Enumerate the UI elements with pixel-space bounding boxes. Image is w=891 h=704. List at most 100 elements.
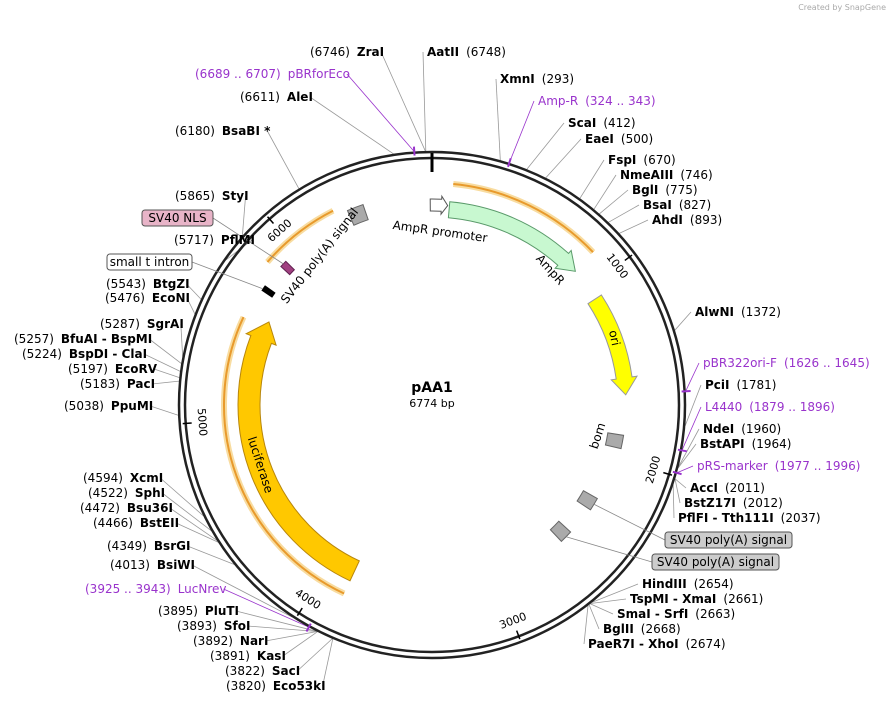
label-name: HindIII <box>642 577 687 591</box>
site-label: (4466) BstEII <box>93 516 179 530</box>
label-position: (6689 .. 6707) <box>195 67 281 81</box>
leader-line <box>685 362 700 392</box>
leader-line <box>677 428 700 468</box>
site-label: EaeI (500) <box>585 132 653 146</box>
site-label: PciI (1781) <box>705 378 776 392</box>
feature-tag-label: SV40 poly(A) signal <box>657 555 774 569</box>
leader-line <box>161 492 212 532</box>
label-position: (746) <box>680 168 712 182</box>
label-position: (3822) <box>225 664 265 678</box>
leader-line <box>186 283 202 300</box>
leader-line <box>175 522 219 543</box>
leader-line <box>590 598 627 604</box>
scale-tick <box>182 422 192 425</box>
site-label: ScaI (412) <box>568 116 636 130</box>
primer-mark <box>507 157 512 168</box>
label-name: SgrAI <box>147 317 184 331</box>
label-name: ZraI <box>357 45 384 59</box>
label-position: (4522) <box>88 486 128 500</box>
label-position: (1964) <box>752 437 792 451</box>
label-position: (2661) <box>723 592 763 606</box>
primer-label: pBR322ori-F (1626 .. 1645) <box>703 356 870 370</box>
leader-line <box>672 484 675 519</box>
label-position: (3820) <box>226 679 266 693</box>
site-label: NdeI (1960) <box>703 422 781 436</box>
label-position: (827) <box>679 198 711 212</box>
label-position: (5038) <box>64 399 104 413</box>
scale-label: 1000 <box>604 251 631 281</box>
leader-line <box>180 323 184 357</box>
label-position: (3895) <box>158 604 198 618</box>
label-position: (3925 .. 3943) <box>85 582 171 596</box>
site-label: (5197) EcoRV <box>68 362 158 376</box>
leader-line <box>681 406 702 451</box>
credit: Created by SnapGene <box>798 3 886 12</box>
site-label: (3895) PluTI <box>158 604 239 618</box>
label-position: (893) <box>690 213 722 227</box>
label-name: EcoNI <box>152 291 190 305</box>
site-label: (5865) StyI <box>175 189 249 203</box>
label-name: BglI <box>632 183 658 197</box>
scale-tick <box>296 607 303 617</box>
leader-line <box>674 478 687 489</box>
leader-line <box>526 122 565 170</box>
site-label: (6746) ZraI <box>310 45 384 59</box>
label-name: BsrGI <box>154 539 191 553</box>
label-name: pBRforEco <box>288 67 350 81</box>
label-position: (1626 .. 1645) <box>784 356 870 370</box>
site-label: SmaI - SrfI (2663) <box>617 607 735 621</box>
label-position: (6746) <box>310 45 350 59</box>
site-label: AatII (6748) <box>427 45 506 59</box>
site-label: BsaI (827) <box>643 198 711 212</box>
leader-line <box>380 51 426 152</box>
label-position: (4594) <box>83 471 123 485</box>
feature-ampr <box>447 201 576 272</box>
leader-line <box>346 73 415 152</box>
leader-line <box>422 51 427 152</box>
label-position: (4013) <box>110 558 150 572</box>
backbone-outer <box>177 150 687 660</box>
label-name: BstZ17I <box>684 496 736 510</box>
label-position: (324 .. 343) <box>585 94 655 108</box>
site-label: TspMI - XmaI (2661) <box>630 592 763 606</box>
label-position: (1781) <box>737 378 777 392</box>
feature-intron <box>261 285 276 298</box>
label-position: (4466) <box>93 516 133 530</box>
label-name: BsaBI * <box>222 124 271 138</box>
feature-ampr-promoter <box>429 194 449 216</box>
site-label: (5717) PflMI <box>174 233 255 247</box>
feature-tag <box>106 253 193 271</box>
site-label: (3893) SfoI <box>177 619 250 633</box>
scale-label: 3000 <box>498 610 529 632</box>
feature-box <box>346 203 369 226</box>
leader-line <box>677 443 697 469</box>
leader-line <box>265 631 318 642</box>
label-position: (293) <box>542 72 574 86</box>
leader-line <box>599 189 629 215</box>
leader-line <box>593 174 617 210</box>
label-name: NarI <box>240 634 269 648</box>
label-name: pBR322ori-F <box>703 356 777 370</box>
label-name: FspI <box>608 153 636 167</box>
label-name: XcmI <box>130 471 163 485</box>
feature-outline <box>453 183 594 253</box>
leader-line <box>589 603 614 615</box>
label-name: PflFI - Tth111I <box>678 511 774 525</box>
feature-outline <box>223 316 345 595</box>
label-name: AatII <box>427 45 459 59</box>
leader-line <box>684 384 702 426</box>
label-position: (6180) <box>175 124 215 138</box>
label-name: NdeI <box>703 422 734 436</box>
leader-line <box>674 478 681 504</box>
label-position: (6611) <box>240 90 280 104</box>
label-name: Eco53kI <box>273 679 326 693</box>
scale-tick <box>266 216 275 224</box>
label-position: (5717) <box>174 233 214 247</box>
primer-mark <box>305 623 312 633</box>
feature-nls <box>280 260 296 276</box>
feature-box <box>576 490 599 511</box>
site-label: (3822) SacI <box>225 664 300 678</box>
label-position: (2674) <box>686 637 726 651</box>
label-position: (5543) <box>106 277 146 291</box>
